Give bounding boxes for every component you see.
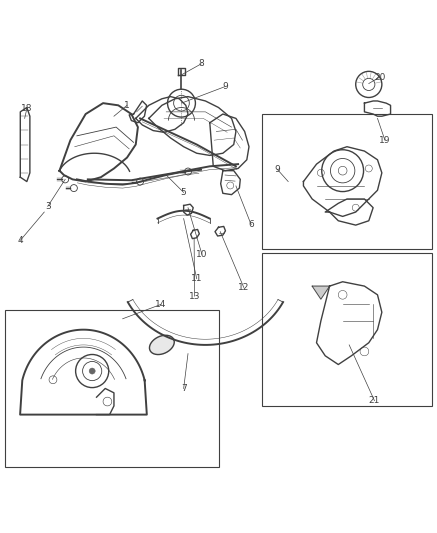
Text: 12: 12	[238, 283, 250, 292]
Text: 11: 11	[191, 274, 202, 283]
Polygon shape	[312, 286, 329, 299]
Bar	[5, 310, 218, 467]
Polygon shape	[149, 335, 174, 354]
Text: 1: 1	[124, 101, 130, 110]
Text: 8: 8	[198, 60, 204, 68]
Text: 18: 18	[21, 104, 33, 114]
Bar	[262, 253, 432, 406]
Text: 4: 4	[17, 236, 23, 245]
Text: 9: 9	[222, 82, 228, 91]
Text: 6: 6	[248, 220, 254, 229]
Text: 7: 7	[181, 384, 187, 393]
Bar	[262, 114, 432, 249]
Text: 10: 10	[196, 250, 208, 259]
Text: 14: 14	[155, 300, 166, 309]
Text: 19: 19	[379, 136, 391, 144]
Text: 5: 5	[181, 188, 187, 197]
Circle shape	[89, 368, 95, 374]
Text: 20: 20	[374, 72, 385, 82]
Text: 3: 3	[45, 202, 51, 211]
Text: 13: 13	[189, 292, 200, 301]
Text: 9: 9	[274, 165, 280, 174]
Text: 21: 21	[369, 396, 380, 405]
